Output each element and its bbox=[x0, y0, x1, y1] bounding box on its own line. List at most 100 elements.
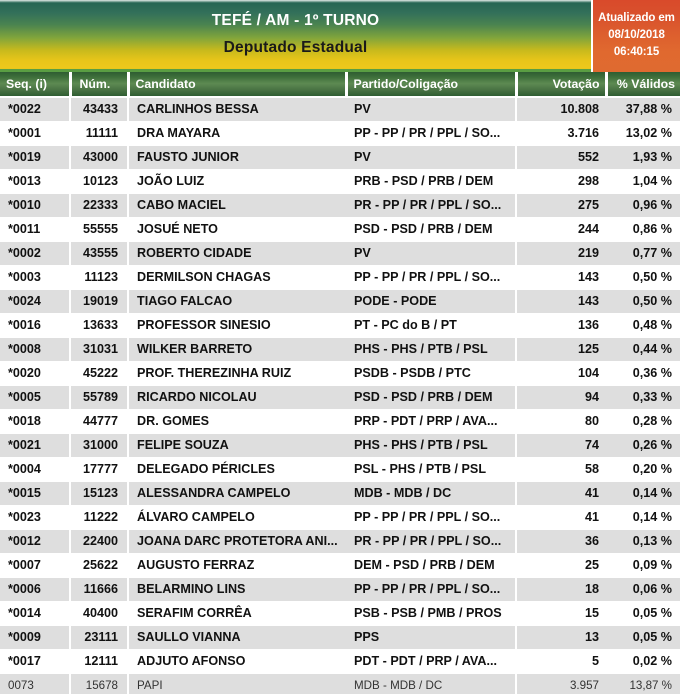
table-row[interactable]: *0001 11111 DRA MAYARA PP - PP / PR / PPL /… bbox=[0, 121, 680, 146]
cell-votes: 80 bbox=[515, 409, 606, 434]
table-row[interactable]: *0022 43433 CARLINHOS BESSA PV 10.808 37,88 % bbox=[0, 97, 680, 122]
cell-num: 45222 bbox=[70, 361, 129, 386]
cell-candidate: PAPI bbox=[128, 673, 346, 694]
cell-num: 22333 bbox=[70, 193, 129, 218]
cell-votes: 94 bbox=[515, 385, 606, 410]
cell-num: 11111 bbox=[70, 121, 129, 146]
cell-percent: 0,26 % bbox=[606, 433, 680, 458]
column-header-seq[interactable]: Seq. (i) bbox=[0, 72, 72, 98]
table-row[interactable]: *0021 31000 FELIPE SOUZA PHS - PHS / PTB / … bbox=[0, 433, 680, 458]
cell-votes: 25 bbox=[515, 553, 606, 578]
column-header-num[interactable]: Núm. bbox=[70, 72, 130, 98]
table-summary-row[interactable]: 0073 15678 PAPI MDB - MDB / DC 3.957 13,87 % bbox=[0, 673, 680, 694]
cell-num: 11222 bbox=[70, 505, 129, 530]
column-header-party[interactable]: Partido/Coligação bbox=[346, 72, 518, 98]
cell-party: PV bbox=[346, 97, 516, 122]
cell-percent: 0,36 % bbox=[606, 361, 680, 386]
page-title: TEFÉ / AM - 1º TURNO bbox=[211, 12, 380, 29]
cell-party: PV bbox=[346, 145, 516, 170]
cell-candidate: BELARMINO LINS bbox=[128, 577, 346, 602]
cell-seq: *0011 bbox=[0, 217, 71, 242]
table-row[interactable]: *0012 22400 JOANA DARC PROTETORA ANI... PR … bbox=[0, 529, 680, 554]
cell-seq: *0021 bbox=[0, 433, 71, 458]
cell-candidate: ÁLVARO CAMPELO bbox=[128, 505, 346, 530]
table-row[interactable]: *0019 43000 FAUSTO JUNIOR PV 552 1,93 % bbox=[0, 145, 680, 170]
cell-candidate: DELEGADO PÉRICLES bbox=[128, 457, 346, 482]
cell-candidate: JOSUÉ NETO bbox=[128, 217, 346, 242]
cell-num: 43555 bbox=[70, 241, 129, 266]
cell-seq: *0014 bbox=[0, 601, 71, 626]
table-row[interactable]: *0002 43555 ROBERTO CIDADE PV 219 0,77 % bbox=[0, 241, 680, 266]
cell-party: PP - PP / PR / PPL / SO... bbox=[346, 265, 516, 290]
cell-candidate: CABO MACIEL bbox=[128, 193, 346, 218]
table-row[interactable]: *0007 25622 AUGUSTO FERRAZ DEM - PSD / PRB … bbox=[0, 553, 680, 578]
cell-party: MDB - MDB / DC bbox=[346, 673, 516, 694]
table-body: *0022 43433 CARLINHOS BESSA PV 10.808 37,88 %… bbox=[0, 97, 680, 694]
cell-candidate: DR. GOMES bbox=[128, 409, 346, 434]
table-row[interactable]: *0009 23111 SAULLO VIANNA PPS 13 0,05 % bbox=[0, 625, 680, 650]
table-row[interactable]: *0005 55789 RICARDO NICOLAU PSD - PSD / PRB… bbox=[0, 385, 680, 410]
table-row[interactable]: *0017 12111 ADJUTO AFONSO PDT - PDT / PRP /… bbox=[0, 649, 680, 674]
table-row[interactable]: *0004 17777 DELEGADO PÉRICLES PSL - PHS / P… bbox=[0, 457, 680, 482]
cell-num: 31031 bbox=[70, 337, 129, 362]
cell-percent: 13,87 % bbox=[606, 673, 680, 694]
table-row[interactable]: *0013 10123 JOÃO LUIZ PRB - PSD / PRB / DEM… bbox=[0, 169, 680, 194]
cell-percent: 0,05 % bbox=[606, 625, 680, 650]
cell-percent: 0,13 % bbox=[606, 529, 680, 554]
table-row[interactable]: *0024 19019 TIAGO FALCAO PODE - PODE 143 0,50… bbox=[0, 289, 680, 314]
cell-candidate: ROBERTO CIDADE bbox=[128, 241, 346, 266]
column-header-percent[interactable]: % Válidos bbox=[606, 72, 680, 98]
cell-num: 13633 bbox=[70, 313, 129, 338]
cell-party: PDT - PDT / PRP / AVA... bbox=[346, 649, 516, 674]
table-row[interactable]: *0016 13633 PROFESSOR SINESIO PT - PC do B … bbox=[0, 313, 680, 338]
cell-votes: 136 bbox=[515, 313, 606, 338]
cell-party: MDB - MDB / DC bbox=[346, 481, 516, 506]
cell-votes: 104 bbox=[515, 361, 606, 386]
cell-party: PSDB - PSDB / PTC bbox=[346, 361, 516, 386]
column-header-votes[interactable]: Votação bbox=[516, 72, 608, 98]
cell-seq: *0023 bbox=[0, 505, 71, 530]
table-row[interactable]: *0023 11222 ÁLVARO CAMPELO PP - PP / PR / P… bbox=[0, 505, 680, 530]
cell-candidate: RICARDO NICOLAU bbox=[128, 385, 346, 410]
cell-votes: 125 bbox=[515, 337, 606, 362]
cell-seq: *0017 bbox=[0, 649, 71, 674]
cell-num: 12111 bbox=[70, 649, 129, 674]
cell-candidate: DRA MAYARA bbox=[128, 121, 346, 146]
cell-seq: *0015 bbox=[0, 481, 71, 506]
cell-candidate: ALESSANDRA CAMPELO bbox=[128, 481, 346, 506]
cell-num: 10123 bbox=[70, 169, 129, 194]
table-row[interactable]: *0010 22333 CABO MACIEL PR - PP / PR / PPL … bbox=[0, 193, 680, 218]
cell-party: PODE - PODE bbox=[346, 289, 516, 314]
cell-num: 17777 bbox=[70, 457, 129, 482]
cell-num: 43000 bbox=[70, 145, 129, 170]
cell-party: PR - PP / PR / PPL / SO... bbox=[346, 529, 516, 554]
update-label: Atualizado em bbox=[598, 12, 675, 24]
cell-percent: 0,33 % bbox=[606, 385, 680, 410]
results-table: Seq. (i) Núm. Candidato Partido/Coligaçã… bbox=[0, 72, 680, 694]
table-row[interactable]: *0015 15123 ALESSANDRA CAMPELO MDB - MDB / … bbox=[0, 481, 680, 506]
cell-votes: 5 bbox=[515, 649, 606, 674]
cell-percent: 1,04 % bbox=[606, 169, 680, 194]
table-row[interactable]: *0020 45222 PROF. THEREZINHA RUIZ PSDB - PS… bbox=[0, 361, 680, 386]
table-row[interactable]: *0018 44777 DR. GOMES PRP - PDT / PRP / AVA… bbox=[0, 409, 680, 434]
cell-party: DEM - PSD / PRB / DEM bbox=[346, 553, 516, 578]
table-row[interactable]: *0003 11123 DERMILSON CHAGAS PP - PP / PR /… bbox=[0, 265, 680, 290]
cell-party: PP - PP / PR / PPL / SO... bbox=[346, 577, 516, 602]
cell-party: PHS - PHS / PTB / PSL bbox=[346, 337, 516, 362]
cell-percent: 13,02 % bbox=[606, 121, 680, 146]
cell-seq: *0010 bbox=[0, 193, 71, 218]
cell-seq: *0009 bbox=[0, 625, 71, 650]
cell-seq: *0004 bbox=[0, 457, 71, 482]
table-row[interactable]: *0008 31031 WILKER BARRETO PHS - PHS / PTB … bbox=[0, 337, 680, 362]
cell-num: 23111 bbox=[70, 625, 129, 650]
cell-seq: *0006 bbox=[0, 577, 71, 602]
cell-candidate: JOANA DARC PROTETORA ANI... bbox=[128, 529, 346, 554]
table-row[interactable]: *0014 40400 SERAFIM CORRÊA PSB - PSB / PMB … bbox=[0, 601, 680, 626]
cell-num: 11666 bbox=[70, 577, 129, 602]
table-row[interactable]: *0011 55555 JOSUÉ NETO PSD - PSD / PRB / DE… bbox=[0, 217, 680, 242]
column-header-candidate[interactable]: Candidato bbox=[128, 72, 348, 98]
table-row[interactable]: *0006 11666 BELARMINO LINS PP - PP / PR / P… bbox=[0, 577, 680, 602]
cell-seq: *0013 bbox=[0, 169, 71, 194]
cell-seq: *0019 bbox=[0, 145, 71, 170]
